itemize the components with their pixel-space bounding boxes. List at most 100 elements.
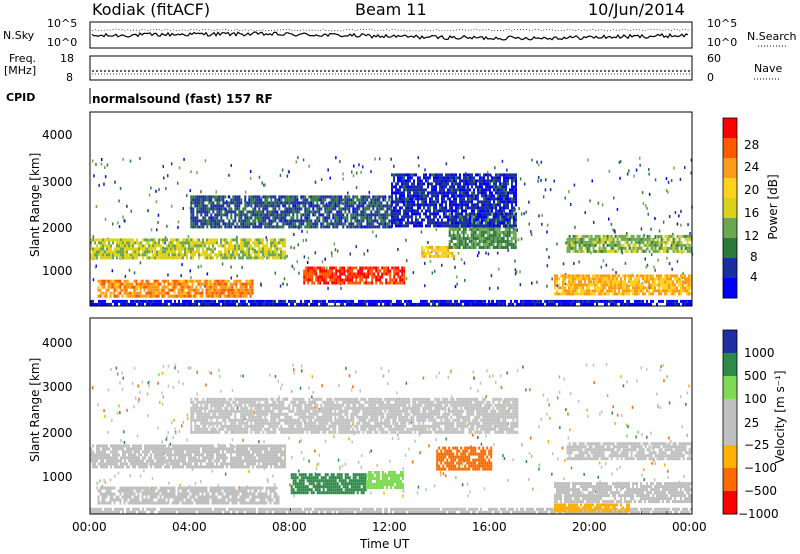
- power-band-cell: [121, 294, 124, 298]
- power-band-cell: [249, 279, 252, 283]
- power-band-cell: [620, 302, 622, 306]
- power-band-cell: [688, 289, 690, 293]
- power-band-cell: [312, 213, 315, 217]
- power-band-cell: [333, 275, 336, 279]
- power-band-cell: [465, 179, 467, 183]
- power-band-cell: [584, 246, 587, 250]
- power-band-cell: [177, 279, 180, 283]
- power-band-cell: [612, 299, 614, 303]
- power-band-cell: [212, 241, 214, 245]
- power-band-cell: [284, 210, 287, 214]
- power-band-cell: [238, 204, 241, 208]
- power-band-cell: [172, 253, 174, 257]
- power-band-cell: [502, 237, 505, 240]
- power-noise-cell: [306, 230, 308, 234]
- power-band-cell: [411, 221, 413, 225]
- power-band-cell: [366, 195, 369, 199]
- power-band-cell: [455, 215, 457, 219]
- power-band-cell: [246, 253, 248, 257]
- power-band-cell: [454, 243, 457, 246]
- power-band-cell: [458, 237, 461, 240]
- power-noise-cell: [490, 174, 492, 178]
- power-band-cell: [608, 292, 610, 296]
- power-band-cell: [113, 291, 116, 295]
- power-band-cell: [620, 280, 622, 284]
- power-band-cell: [592, 246, 595, 250]
- power-band-cell: [421, 188, 423, 192]
- power-band-cell: [465, 200, 467, 204]
- power-band-cell: [402, 302, 404, 306]
- power-band-cell: [341, 281, 344, 285]
- power-band-cell: [111, 279, 114, 283]
- power-band-cell: [478, 240, 481, 243]
- power-band-cell: [189, 291, 192, 295]
- power-band-cell: [248, 210, 251, 214]
- power-band-cell: [246, 238, 248, 242]
- power-band-cell: [254, 219, 257, 223]
- power-band-cell: [214, 225, 217, 229]
- power-band-cell: [206, 299, 208, 303]
- power-band-cell: [140, 247, 142, 251]
- power-band-cell: [135, 279, 138, 283]
- power-band-cell: [556, 277, 558, 281]
- power-band-cell: [426, 302, 428, 306]
- power-band-cell: [252, 213, 255, 217]
- power-band-cell: [216, 210, 219, 214]
- power-band-cell: [316, 198, 319, 202]
- power-band-cell: [409, 176, 411, 180]
- power-band-cell: [427, 224, 429, 228]
- power-band-cell: [648, 280, 650, 284]
- power-band-cell: [389, 275, 392, 279]
- power-band-cell: [461, 197, 463, 201]
- power-noise-cell: [136, 287, 138, 291]
- power-band-cell: [179, 279, 182, 283]
- power-band-cell: [380, 219, 383, 223]
- power-band-cell: [336, 195, 339, 199]
- power-band-cell: [662, 237, 665, 241]
- power-band-cell: [244, 250, 246, 254]
- power-band-cell: [198, 207, 201, 211]
- power-band-cell: [586, 246, 589, 250]
- power-band-cell: [399, 188, 401, 192]
- power-band-cell: [97, 285, 100, 289]
- power-band-cell: [137, 282, 140, 286]
- power-band-cell: [352, 216, 355, 220]
- power-band-cell: [290, 198, 293, 202]
- power-band-cell: [380, 213, 383, 217]
- power-band-cell: [330, 210, 333, 214]
- power-band-cell: [375, 281, 378, 285]
- power-band-cell: [339, 272, 342, 276]
- power-noise-cell: [676, 260, 679, 263]
- power-noise-cell: [435, 228, 438, 232]
- power-noise-cell: [619, 159, 622, 163]
- power-band-cell: [488, 231, 491, 234]
- power-band-cell: [582, 289, 584, 293]
- power-band-cell: [187, 291, 190, 295]
- power-band-cell: [690, 277, 692, 281]
- power-band-cell: [441, 251, 444, 255]
- power-band-cell: [399, 200, 401, 204]
- power-band-cell: [363, 266, 366, 270]
- power-band-cell: [690, 283, 692, 287]
- power-band-cell: [388, 198, 391, 202]
- power-band-cell: [670, 302, 672, 306]
- power-band-cell: [292, 207, 295, 211]
- power-band-cell: [159, 291, 162, 295]
- power-band-cell: [136, 241, 138, 245]
- power-band-cell: [592, 302, 594, 306]
- power-band-cell: [339, 278, 342, 282]
- power-band-cell: [413, 200, 415, 204]
- power-band-cell: [140, 299, 142, 303]
- power-band-cell: [312, 225, 315, 229]
- power-band-cell: [204, 241, 206, 245]
- power-band-cell: [614, 234, 617, 238]
- power-band-cell: [154, 238, 156, 242]
- power-band-cell: [425, 179, 427, 183]
- power-band-cell: [172, 256, 174, 260]
- power-band-cell: [240, 299, 242, 303]
- power-band-cell: [316, 222, 319, 226]
- power-band-cell: [453, 182, 455, 186]
- power-band-cell: [270, 244, 272, 248]
- power-band-cell: [672, 246, 675, 250]
- power-band-cell: [166, 238, 168, 242]
